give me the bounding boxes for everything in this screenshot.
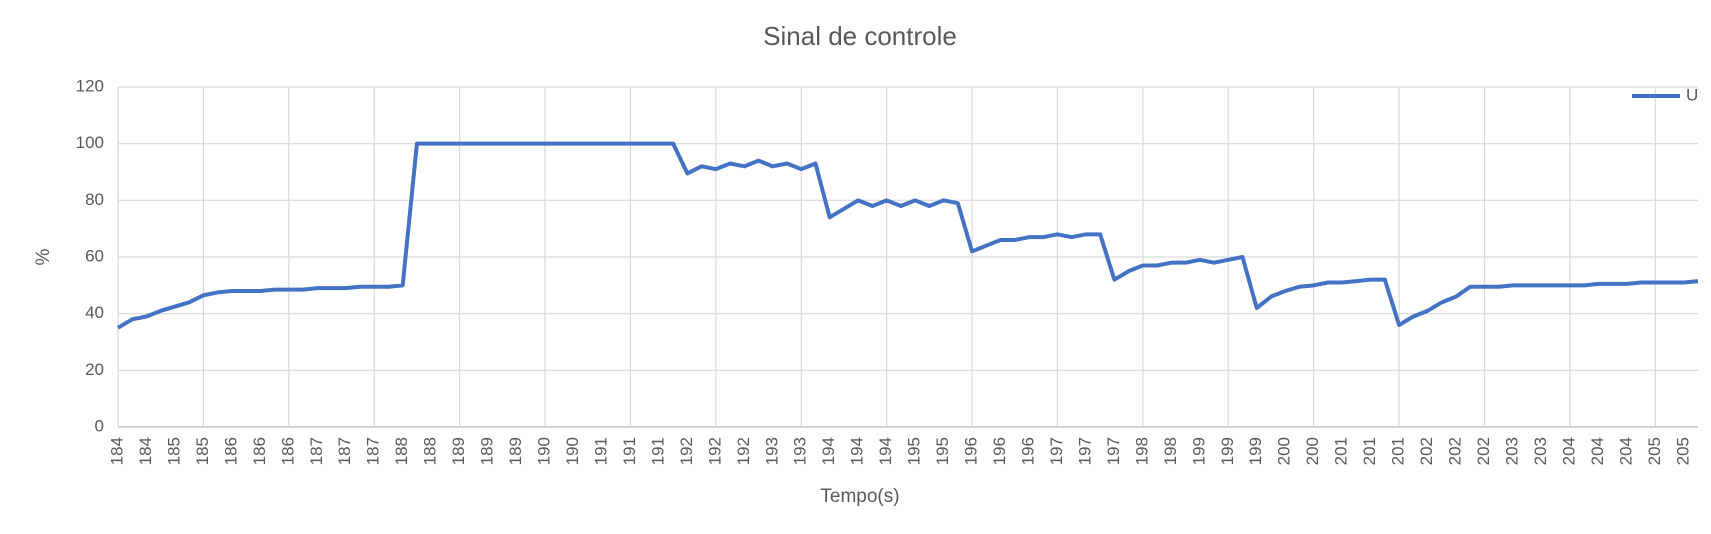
x-tick-label: 202 [1446,437,1465,465]
x-tick-label: 204 [1588,437,1607,465]
x-tick-label: 185 [164,437,183,465]
x-tick-label: 189 [506,437,525,465]
x-tick-label: 199 [1218,437,1237,465]
y-tick-label: 20 [85,360,104,379]
y-tick-label: 0 [95,416,104,435]
x-tick-label: 204 [1559,437,1578,465]
x-tick-label: 196 [990,437,1009,465]
x-tick-label: 187 [307,437,326,465]
x-tick-label: 186 [221,437,240,465]
legend-label: U [1686,85,1698,104]
x-tick-label: 197 [1104,437,1123,465]
x-tick-label: 185 [193,437,212,465]
x-tick-label: 194 [819,437,838,465]
y-axis-label: % [33,248,54,265]
x-axis-label: Tempo(s) [820,486,899,507]
x-tick-label: 195 [933,437,952,465]
x-tick-label: 197 [1047,437,1066,465]
x-tick-label: 184 [136,437,155,465]
x-tick-label: 202 [1417,437,1436,465]
x-tick-label: 202 [1474,437,1493,465]
x-tick-label: 201 [1360,437,1379,465]
y-tick-label: 60 [85,246,104,265]
x-tick-label: 200 [1303,437,1322,465]
x-tick-label: 197 [1075,437,1094,465]
x-tick-label: 189 [478,437,497,465]
x-tick-label: 195 [905,437,924,465]
chart-title: Sinal de controle [763,21,957,51]
x-tick-label: 199 [1189,437,1208,465]
x-tick-label: 190 [563,437,582,465]
x-tick-label: 204 [1616,437,1635,465]
y-tick-label: 120 [76,76,104,95]
x-tick-label: 196 [962,437,981,465]
x-tick-label: 190 [535,437,554,465]
x-tick-label: 193 [762,437,781,465]
x-tick-label: 187 [364,437,383,465]
x-tick-label: 193 [791,437,810,465]
x-tick-label: 205 [1645,437,1664,465]
line-series [116,141,1699,330]
x-tick-label: 191 [591,437,610,465]
y-tick-label: 40 [85,303,104,322]
y-tick-label: 80 [85,190,104,209]
x-tick-label: 191 [620,437,639,465]
x-tick-label: 199 [1246,437,1265,465]
x-tick-label: 191 [648,437,667,465]
x-tick-label: 192 [677,437,696,465]
x-tick-label: 198 [1132,437,1151,465]
x-tick-label: 196 [1018,437,1037,465]
x-tick-label: 201 [1389,437,1408,465]
x-tick-label: 188 [421,437,440,465]
x-tick-label: 192 [734,437,753,465]
x-tick-label: 194 [876,437,895,465]
y-tick-label: 100 [76,133,104,152]
x-tick-label: 192 [705,437,724,465]
x-tick-label: 200 [1275,437,1294,465]
x-tick-label: 203 [1502,437,1521,465]
x-tick-label: 189 [449,437,468,465]
x-tick-label: 205 [1673,437,1692,465]
x-tick-label: 184 [107,437,126,465]
x-tick-label: 201 [1332,437,1351,465]
x-tick-label: 203 [1531,437,1550,465]
x-tick-label: 187 [335,437,354,465]
x-tick-label: 186 [278,437,297,465]
x-tick-label: 186 [250,437,269,465]
x-tick-label: 198 [1161,437,1180,465]
x-tick-label: 188 [392,437,411,465]
x-tick-label: 194 [848,437,867,465]
